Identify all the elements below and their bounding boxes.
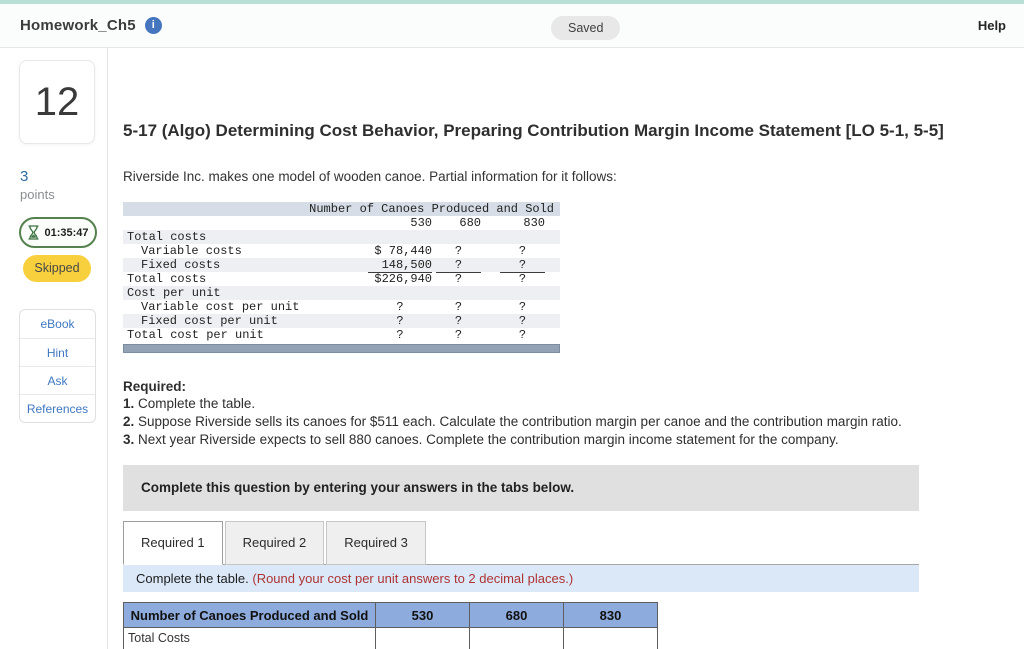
sidebar-item-references[interactable]: References xyxy=(20,394,95,422)
col-530: 530 xyxy=(410,216,432,230)
table-row: Fixed costs 148,500 ? ? xyxy=(123,258,560,273)
answer-cell-input[interactable] xyxy=(469,627,564,649)
points-label: points xyxy=(20,187,55,202)
complete-question-banner: Complete this question by entering your … xyxy=(123,465,919,511)
tab-instruction: Complete the table. (Round your cost per… xyxy=(123,565,919,592)
sidebar-item-hint[interactable]: Hint xyxy=(20,338,95,366)
answer-cell-input[interactable] xyxy=(563,627,658,649)
answer-row-label: Total Costs xyxy=(123,627,376,649)
required-item-2: 2. Suppose Riverside sells its canoes fo… xyxy=(123,414,902,429)
assignment-title: Homework_Ch5 xyxy=(20,17,136,34)
topbar: Homework_Ch5 i Saved Help xyxy=(0,4,1024,48)
info-icon[interactable]: i xyxy=(144,17,162,34)
instruction-main: Complete the table. xyxy=(136,571,249,586)
resource-tools: eBook Hint Ask References xyxy=(19,309,96,423)
answer-tabs: Required 1 Required 2 Required 3 xyxy=(123,520,919,565)
answer-table: Number of Canoes Produced and Sold 530 6… xyxy=(123,602,658,649)
question-number-card: 12 xyxy=(19,60,95,144)
answer-col-830: 830 xyxy=(563,602,658,628)
table-row: Variable cost per unit ? ? ? xyxy=(141,300,527,314)
table-footer-bar xyxy=(123,344,560,353)
required-heading: Required: xyxy=(123,379,187,394)
sidebar-item-ask[interactable]: Ask xyxy=(20,366,95,394)
col-680: 680 xyxy=(459,216,481,230)
sidebar-item-ebook[interactable]: eBook xyxy=(40,317,75,331)
hourglass-icon xyxy=(28,225,39,240)
table-row: Variable costs $ 78,440 ? ? xyxy=(141,244,527,258)
required-item-1: 1. Complete the table. xyxy=(123,396,256,411)
answer-col-530: 530 xyxy=(375,602,470,628)
answer-header-label: Number of Canoes Produced and Sold xyxy=(123,602,376,628)
question-intro: Riverside Inc. makes one model of wooden… xyxy=(123,169,617,184)
answer-table-header-row: Number of Canoes Produced and Sold 530 6… xyxy=(123,602,658,628)
cost-data-table: Number of Canoes Produced and Sold 530 6… xyxy=(123,202,560,353)
page-title: 5-17 (Algo) Determining Cost Behavior, P… xyxy=(123,121,944,140)
points-value: 3 xyxy=(20,168,29,185)
table-row: Cost per unit xyxy=(123,286,560,300)
required-section: Required: 1. Complete the table. 2. Supp… xyxy=(123,378,902,449)
timer-value: 01:35:47 xyxy=(44,226,89,239)
table-row: Total costs $226,940 ? ? xyxy=(127,272,527,286)
timer-badge: 01:35:47 xyxy=(19,217,97,248)
tab-required-1[interactable]: Required 1 xyxy=(123,521,223,565)
sidebar: 12 3 points 01:35:47 Skipped eBook Hint … xyxy=(0,48,108,649)
table-row: Total Costs xyxy=(123,627,658,649)
main-content: 5-17 (Algo) Determining Cost Behavior, P… xyxy=(109,48,1024,649)
table-row: Total costs xyxy=(123,230,560,244)
tab-required-3[interactable]: Required 3 xyxy=(326,521,426,565)
tab-required-2[interactable]: Required 2 xyxy=(224,521,325,565)
saved-status-badge: Saved xyxy=(551,16,621,40)
skipped-status-badge: Skipped xyxy=(23,255,91,282)
answer-col-680: 680 xyxy=(469,602,564,628)
col-830: 830 xyxy=(523,216,545,230)
instruction-note: (Round your cost per unit answers to 2 d… xyxy=(252,571,574,586)
answer-cell-input[interactable] xyxy=(375,627,470,649)
table-row: Total cost per unit ? ? ? xyxy=(127,328,527,342)
cost-table-header: Number of Canoes Produced and Sold xyxy=(123,202,560,216)
help-link[interactable]: Help xyxy=(977,18,1006,33)
table-row: Fixed cost per unit ? ? ? xyxy=(123,314,560,328)
required-item-3: 3. Next year Riverside expects to sell 8… xyxy=(123,432,839,447)
cost-table-columns: 530 680 830 xyxy=(123,216,560,230)
top-accent-bar xyxy=(0,0,1024,4)
